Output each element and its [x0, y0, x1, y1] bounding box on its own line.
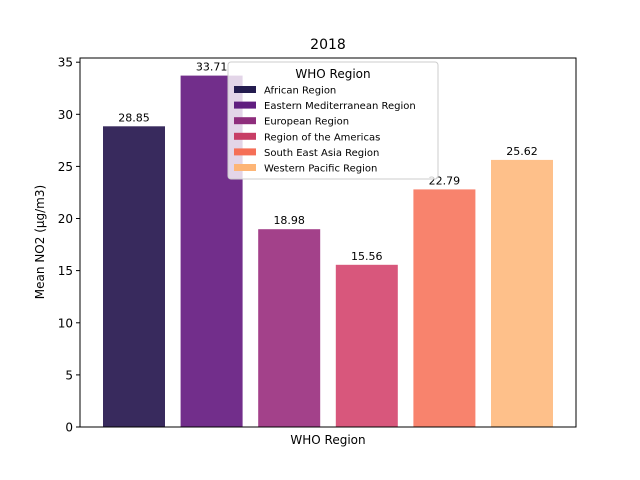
bar-3: [335, 264, 398, 427]
x-axis-label: WHO Region: [290, 433, 365, 447]
legend-title: WHO Region: [295, 67, 370, 81]
bar-5: [491, 159, 553, 427]
legend: WHO Region African Region Eastern Mediter…: [227, 61, 439, 180]
legend-swatch-4: [234, 148, 256, 156]
legend-label-5: Western Pacific Region: [264, 164, 377, 175]
y-tick-label-5: 25: [58, 160, 73, 174]
bar-0: [103, 126, 165, 428]
value-label-5: 25.62: [506, 145, 538, 158]
legend-items: African Region Eastern Mediterranean Regi…: [234, 86, 416, 175]
legend-label-4: South East Asia Region: [264, 148, 379, 159]
y-tick-label-0: 0: [65, 421, 73, 435]
legend-label-2: European Region: [264, 117, 349, 128]
value-label-1: 33.71: [196, 61, 228, 74]
chart-title: 2018: [310, 37, 346, 53]
y-tick-label-7: 35: [58, 56, 73, 70]
legend-label-0: African Region: [264, 86, 336, 97]
bar-2: [258, 229, 321, 427]
y-tick-label-2: 10: [58, 316, 73, 330]
value-label-3: 15.56: [351, 250, 383, 263]
legend-box: [227, 61, 439, 180]
value-label-0: 28.85: [118, 111, 150, 124]
legend-swatch-5: [234, 164, 256, 171]
y-tick-label-4: 20: [58, 212, 73, 226]
legend-swatch-1: [234, 101, 256, 109]
y-tick-label-3: 15: [58, 264, 73, 278]
legend-swatch-2: [234, 117, 256, 125]
legend-swatch-3: [234, 132, 256, 140]
legend-label-3: Region of the Americas: [264, 132, 380, 143]
y-tick-label-6: 30: [58, 108, 73, 122]
legend-label-1: Eastern Mediterranean Region: [264, 101, 416, 112]
y-tick-label-1: 5: [65, 368, 73, 382]
value-label-2: 18.98: [273, 214, 305, 227]
legend-swatch-0: [234, 86, 256, 93]
plot-frame: [79, 57, 577, 428]
y-axis-label: Mean NO2 (μg/m3): [33, 185, 47, 299]
y-axis: 0 5 10 15 20 25 30 35: [58, 56, 80, 435]
bar-4: [413, 189, 476, 427]
